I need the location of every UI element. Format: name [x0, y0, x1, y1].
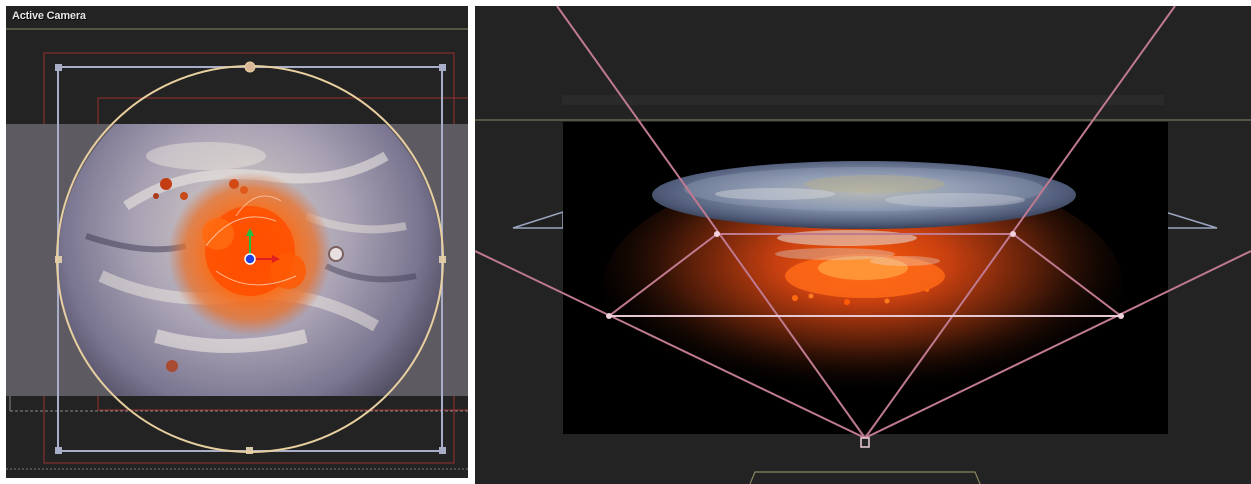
frustum-corner-handle[interactable] — [714, 231, 720, 237]
planet-plane[interactable] — [6, 69, 468, 453]
active-camera-viewport[interactable]: Active Camera — [6, 6, 468, 478]
render-plane[interactable] — [563, 122, 1168, 434]
square-handle-icon[interactable] — [55, 64, 62, 71]
square-handle-icon[interactable] — [439, 447, 446, 454]
active-camera-canvas[interactable] — [6, 6, 468, 478]
frustum-corner-handle[interactable] — [1118, 313, 1124, 319]
square-handle-icon[interactable] — [439, 64, 446, 71]
perspective-viewport[interactable] — [475, 6, 1251, 484]
frustum-corner-handle[interactable] — [1010, 231, 1016, 237]
square-handle-icon[interactable] — [55, 447, 62, 454]
perspective-canvas[interactable] — [475, 6, 1251, 484]
viewport-title: Active Camera — [12, 10, 86, 22]
camera-origin-icon[interactable] — [861, 438, 869, 447]
circle-handle-icon[interactable] — [245, 62, 255, 72]
frustum-corner-handle[interactable] — [606, 313, 612, 319]
